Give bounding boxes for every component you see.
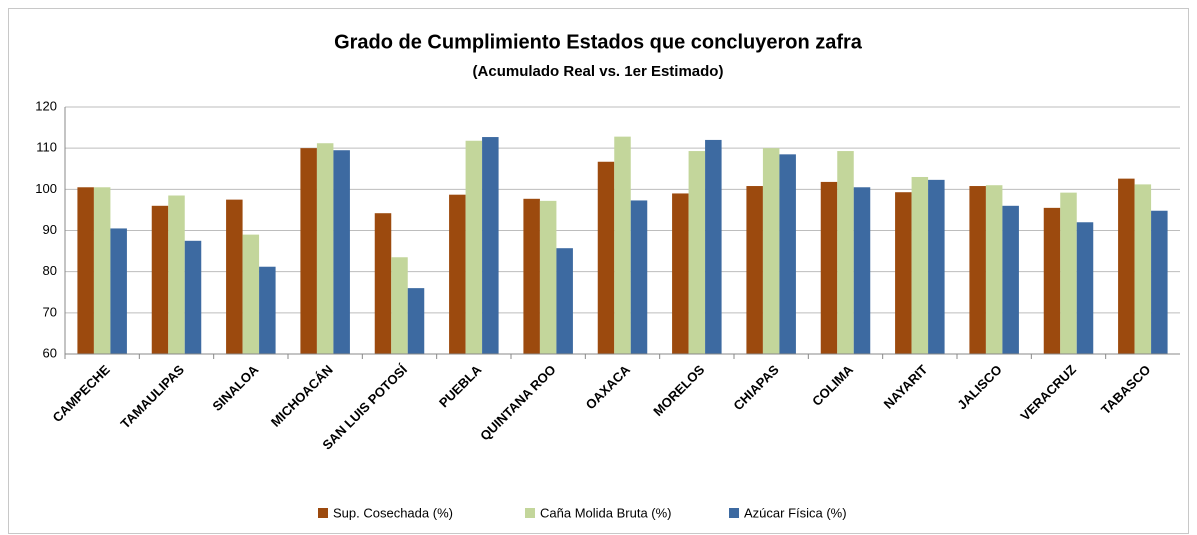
legend-label: Sup. Cosechada (%) — [333, 505, 453, 520]
bar — [391, 257, 408, 354]
bar — [985, 185, 1003, 354]
y-tick-label: 110 — [36, 140, 57, 155]
bar — [539, 200, 557, 354]
bar — [93, 187, 111, 354]
bar — [1118, 178, 1135, 354]
bar — [77, 187, 94, 354]
y-tick-label: 120 — [35, 98, 57, 113]
bar — [184, 240, 202, 354]
bar — [482, 137, 499, 354]
legend-swatch — [525, 508, 535, 518]
bar — [1134, 184, 1152, 354]
bar — [911, 176, 929, 354]
y-tick-label: 100 — [35, 181, 57, 196]
legend-label: Caña Molida Bruta (%) — [540, 505, 672, 520]
bar — [1076, 222, 1094, 354]
bar — [895, 192, 912, 354]
y-tick-label: 70 — [43, 304, 57, 319]
bar — [853, 187, 871, 354]
bar — [259, 266, 276, 354]
bar — [556, 248, 573, 354]
bar — [762, 148, 780, 354]
bar — [449, 194, 466, 354]
bar — [465, 140, 483, 354]
bar — [110, 228, 127, 354]
bar — [672, 193, 689, 354]
bar — [969, 186, 986, 354]
bar — [374, 213, 392, 354]
bar — [820, 181, 838, 354]
bar — [837, 151, 854, 354]
bar — [242, 234, 260, 354]
bar — [597, 161, 615, 354]
bar — [316, 143, 334, 354]
bar — [407, 288, 425, 354]
bar — [705, 139, 722, 354]
bar — [1060, 192, 1077, 354]
bar — [928, 179, 945, 354]
y-tick-label: 80 — [43, 263, 57, 278]
bar — [523, 198, 540, 354]
bar — [746, 186, 763, 354]
bar — [333, 150, 350, 354]
chart-title: Grado de Cumplimiento Estados que conclu… — [334, 31, 863, 53]
bar — [779, 154, 796, 354]
bar — [300, 148, 317, 354]
bar — [1043, 207, 1061, 354]
bar — [688, 151, 706, 354]
legend-label: Azúcar Física (%) — [744, 505, 847, 520]
legend-swatch — [318, 508, 328, 518]
y-tick-label: 90 — [43, 222, 57, 237]
legend-swatch — [729, 508, 739, 518]
bar — [1002, 205, 1019, 354]
bar — [226, 199, 243, 354]
bar — [168, 195, 185, 354]
bar — [151, 205, 169, 354]
chart-subtitle: (Acumulado Real vs. 1er Estimado) — [473, 63, 724, 80]
bar — [614, 136, 631, 354]
bar — [630, 200, 648, 354]
y-tick-label: 60 — [43, 345, 57, 360]
bar — [1151, 210, 1168, 354]
